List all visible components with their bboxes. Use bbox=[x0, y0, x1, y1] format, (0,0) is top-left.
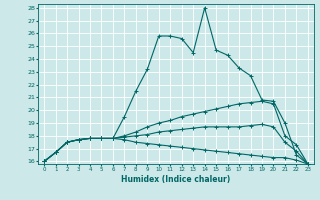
X-axis label: Humidex (Indice chaleur): Humidex (Indice chaleur) bbox=[121, 175, 231, 184]
